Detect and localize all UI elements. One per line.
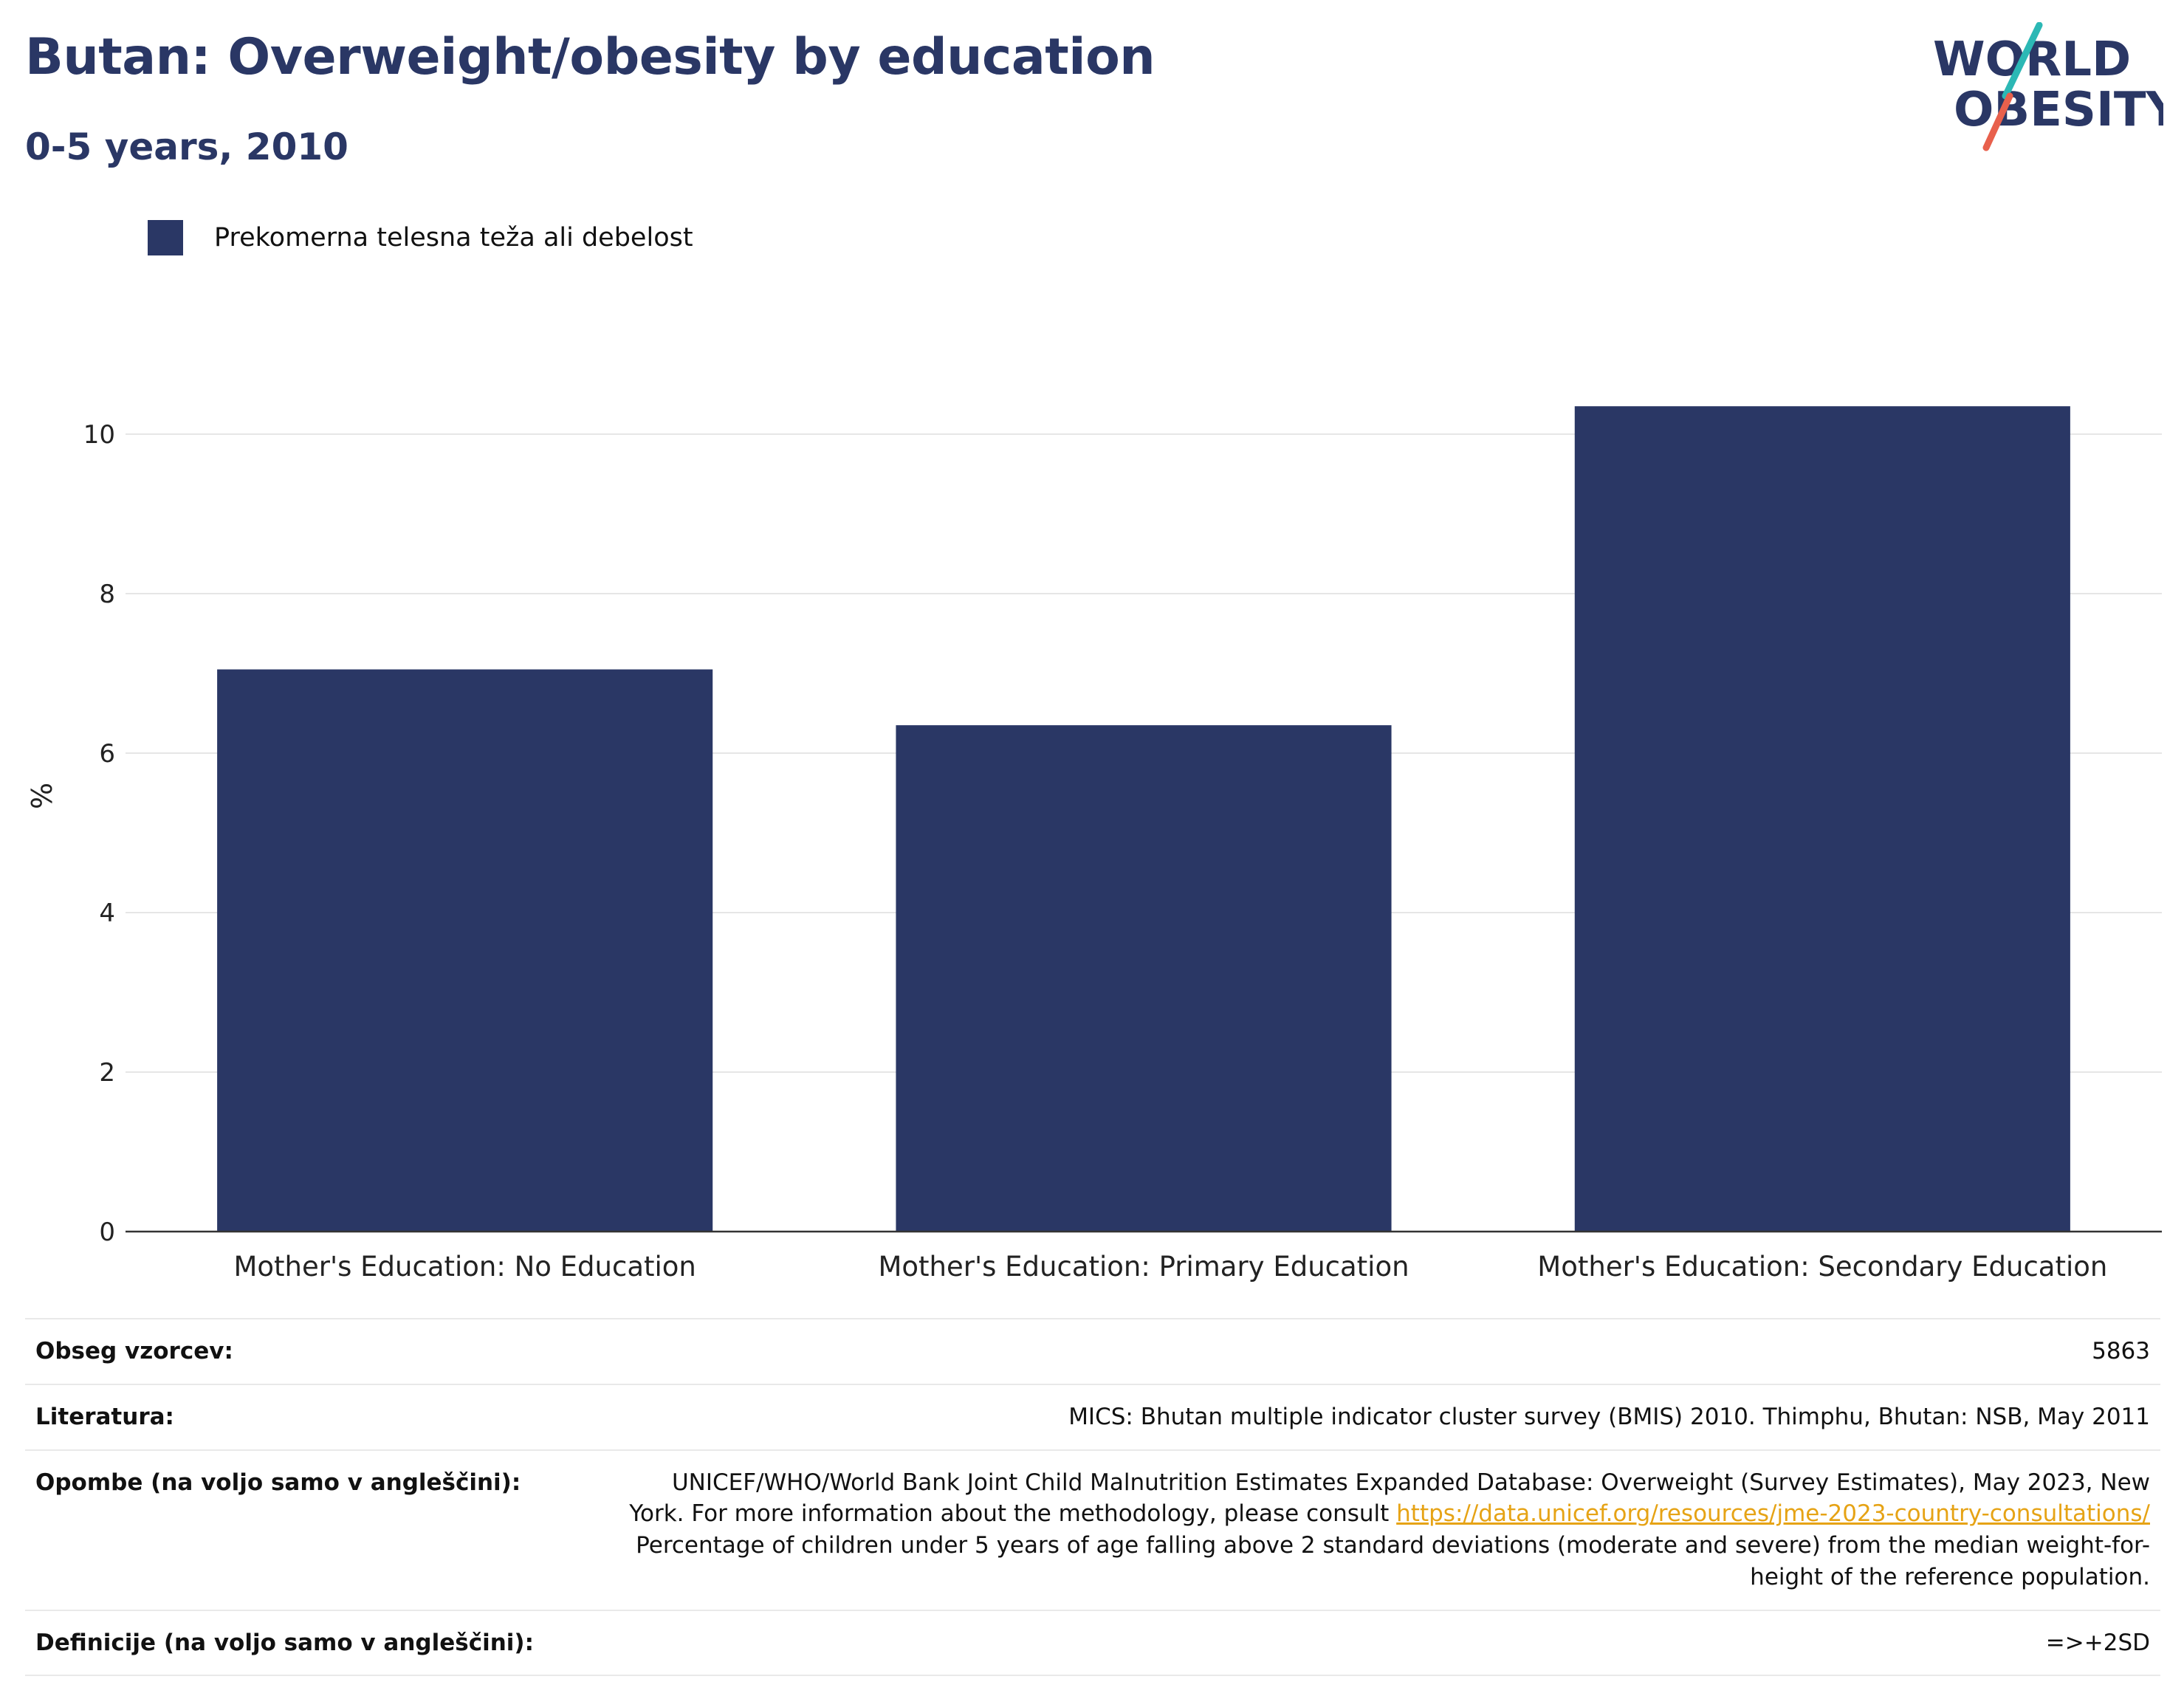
- y-tick-label: 2: [99, 1058, 115, 1088]
- info-row-definitions: Definicije (na voljo samo v angleščini):…: [25, 1610, 2160, 1676]
- logo-slash-bottom: [1982, 92, 2013, 151]
- legend-label: Prekomerna telesna teža ali debelost: [214, 223, 693, 253]
- literature-label: Literatura:: [35, 1403, 174, 1430]
- bar[interactable]: [1574, 406, 2070, 1232]
- notes-text-1: UNICEF/WHO/World Bank Joint Child Malnut…: [629, 1469, 2150, 1528]
- info-row-literature: Literatura: MICS: Bhutan multiple indica…: [25, 1384, 2160, 1450]
- bar-chart: 0 2 4 6 8 10 Mother's Education: No Education M…: [26, 406, 2162, 1283]
- notes-text-2: Percentage of children under 5 years of …: [636, 1532, 2150, 1590]
- x-tick-label: Mother's Education: No Education: [233, 1251, 696, 1283]
- y-axis-label: %: [26, 783, 58, 809]
- notes-value: UNICEF/WHO/World Bank Joint Child Malnut…: [607, 1450, 2160, 1610]
- x-tick-label: Mother's Education: Primary Education: [878, 1251, 1409, 1283]
- logo-text-obesity: OBESITY: [1954, 83, 2163, 137]
- literature-value: MICS: Bhutan multiple indicator cluster …: [1068, 1403, 2150, 1430]
- x-tick-label: Mother's Education: Secondary Education: [1537, 1251, 2107, 1283]
- legend-swatch: [148, 220, 183, 255]
- y-tick-label: 10: [83, 420, 115, 450]
- world-obesity-logo: WORLD OBESITY: [1933, 22, 2163, 151]
- info-row-notes: Opombe (na voljo samo v angleščini): UNI…: [25, 1449, 2160, 1610]
- y-tick-label: 8: [99, 580, 115, 609]
- sample-size-label: Obseg vzorcev:: [35, 1338, 233, 1364]
- y-tick-label: 0: [99, 1218, 115, 1247]
- info-row-sample-size: Obseg vzorcev: 5863: [25, 1319, 2160, 1384]
- info-table: Obseg vzorcev: 5863 Literatura: MICS: Bh…: [25, 1318, 2160, 1676]
- definitions-value: =>+2SD: [2045, 1629, 2150, 1656]
- y-tick-label: 4: [99, 899, 115, 928]
- chart-subtitle: 0-5 years, 2010: [25, 126, 348, 168]
- y-tick-label: 6: [99, 739, 115, 769]
- axes: 0 2 4 6 8 10 Mother's Education: No Education M…: [26, 420, 2162, 1283]
- definitions-label: Definicije (na voljo samo v angleščini):: [35, 1629, 534, 1656]
- chart-legend[interactable]: Prekomerna telesna teža ali debelost: [148, 220, 693, 255]
- bars: [217, 406, 2070, 1232]
- notes-label: Opombe (na voljo samo v angleščini):: [35, 1469, 521, 1496]
- chart-title: Butan: Overweight/obesity by education: [25, 28, 1155, 86]
- bar[interactable]: [217, 669, 713, 1232]
- bar[interactable]: [896, 725, 1392, 1232]
- logo-slash-top: [2002, 22, 2043, 100]
- sample-size-value: 5863: [2092, 1338, 2150, 1364]
- methodology-link[interactable]: https://data.unicef.org/resources/jme-20…: [1396, 1500, 2150, 1528]
